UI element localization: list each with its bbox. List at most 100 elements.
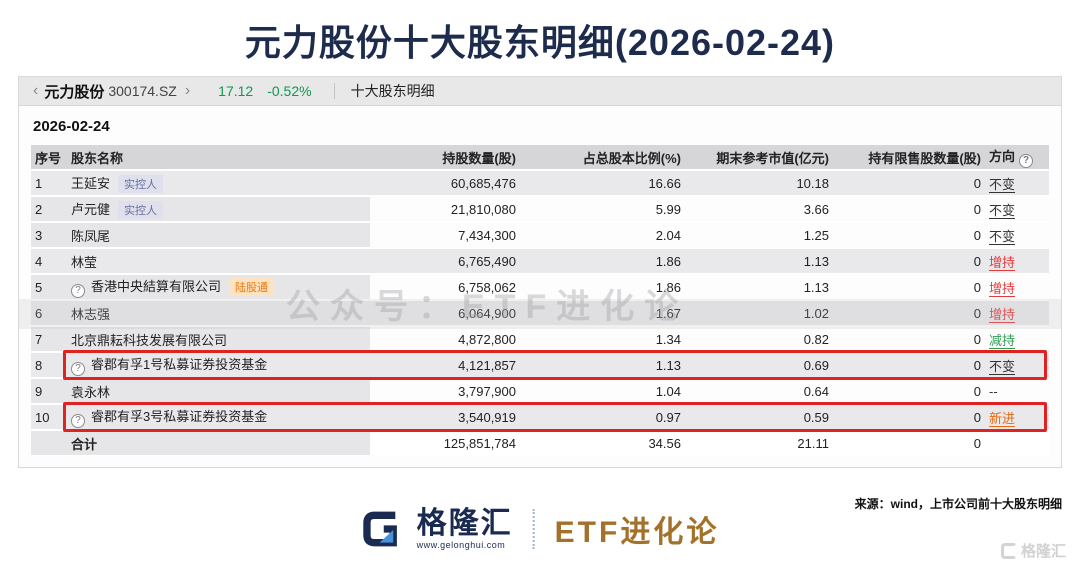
tab-top10-shareholders[interactable]: 十大股东明细 <box>350 83 435 99</box>
col-header-shares: 持股数量(股) <box>370 145 520 171</box>
market-value-cell: 10.18 <box>685 171 833 197</box>
shareholder-name-cell: 陈凤尾 <box>67 223 370 249</box>
col-header-pct: 占总股本比例(%) <box>520 145 685 171</box>
shares-cell: 6,758,062 <box>370 275 520 301</box>
shareholder-panel: ‹ 元力股份 300174.SZ › 17.12 -0.52% 十大股东明细 2… <box>18 76 1062 468</box>
shareholder-name: 北京鼎耘科技发展有限公司 <box>71 332 228 348</box>
shareholder-name: 林莹 <box>71 254 98 270</box>
shares-cell: 3,797,900 <box>370 379 520 405</box>
rank-cell: 3 <box>31 223 67 249</box>
shareholder-name-cell: 王延安 实控人 <box>67 171 370 197</box>
direction-link[interactable]: 不变 <box>989 202 1016 219</box>
col-header-shareholder-name: 股东名称 <box>67 145 370 171</box>
rank-cell: 8 <box>31 353 67 379</box>
market-value-cell: 1.25 <box>685 223 833 249</box>
page-title: 元力股份十大股东明细(2026-02-24) <box>244 22 836 63</box>
total-shares: 125,851,784 <box>370 431 520 457</box>
stock-change-percent: -0.52% <box>267 83 312 99</box>
direction-cell: 不变 <box>985 223 1049 249</box>
toolbar: ‹ 元力股份 300174.SZ › 17.12 -0.52% 十大股东明细 <box>19 77 1061 106</box>
market-value-cell: 1.13 <box>685 275 833 301</box>
direction-link[interactable]: 增持 <box>989 280 1016 297</box>
shareholder-table: 序号 股东名称 持股数量(股) 占总股本比例(%) 期末参考市值(亿元) 持有限… <box>31 145 1049 457</box>
shareholder-row: 9 袁永林 3,797,900 1.04 0.64 0 -- <box>31 379 1049 405</box>
source-note: 来源：wind，上市公司前十大股东明细 <box>854 497 1062 511</box>
market-value-cell: 0.59 <box>685 405 833 431</box>
direction-link[interactable]: -- <box>989 383 998 399</box>
pct-cell: 5.99 <box>520 197 685 223</box>
shareholder-row: 3 陈凤尾 7,434,300 2.04 1.25 0 不变 <box>31 223 1049 249</box>
stock-code: 300174.SZ <box>108 83 177 99</box>
footer-divider <box>532 509 535 549</box>
shares-cell: 60,685,476 <box>370 171 520 197</box>
shareholder-name: 卢元健 <box>71 202 111 217</box>
market-value-cell: 0.64 <box>685 379 833 405</box>
restricted-cell: 0 <box>833 197 985 223</box>
shareholder-name-cell: 北京鼎耘科技发展有限公司 <box>67 327 370 353</box>
chevron-left-icon[interactable]: ‹ <box>33 82 39 99</box>
shareholder-name: 王延安 <box>71 176 111 191</box>
shareholder-name-cell: ? 睿郡有孚3号私募证券投资基金 <box>67 405 370 431</box>
pct-cell: 2.04 <box>520 223 685 249</box>
shareholder-row: 5? 香港中央結算有限公司 陆股通 6,758,062 1.86 1.13 0 增持 <box>31 275 1049 301</box>
direction-link[interactable]: 不变 <box>989 176 1016 193</box>
shares-cell: 6,064,900 <box>370 301 520 327</box>
col-header-restricted-shares: 持有限售股数量(股) <box>833 145 985 171</box>
rank-cell: 5 <box>31 275 67 301</box>
question-circle-icon[interactable]: ? <box>71 362 85 376</box>
shares-cell: 3,540,919 <box>370 405 520 431</box>
question-circle-icon[interactable]: ? <box>71 284 85 298</box>
table-header-row: 序号 股东名称 持股数量(股) 占总股本比例(%) 期末参考市值(亿元) 持有限… <box>31 145 1049 171</box>
total-label: 合计 <box>67 431 370 457</box>
rank-cell: 10 <box>31 405 67 431</box>
market-value-cell: 0.69 <box>685 353 833 379</box>
pct-cell: 1.34 <box>520 327 685 353</box>
pct-cell: 0.97 <box>520 405 685 431</box>
shareholder-name-cell: 林志强 <box>67 301 370 327</box>
gelonghui-logo-icon <box>363 511 397 547</box>
restricted-cell: 0 <box>833 379 985 405</box>
direction-cell: 不变 <box>985 353 1049 379</box>
shareholder-name: 林志强 <box>71 306 111 322</box>
direction-cell: 新进 <box>985 405 1049 431</box>
direction-link[interactable]: 不变 <box>989 228 1016 245</box>
stock-price: 17.12 <box>218 83 254 99</box>
stock-name: 元力股份 <box>44 83 105 101</box>
etf-brand: ETF进化论 <box>554 516 720 549</box>
direction-link[interactable]: 减持 <box>989 332 1016 349</box>
shareholder-row: 2 卢元健 实控人 21,810,080 5.99 3.66 0 不变 <box>31 197 1049 223</box>
rank-cell: 7 <box>31 327 67 353</box>
direction-link[interactable]: 增持 <box>989 254 1016 271</box>
gelonghui-watermark-icon <box>1000 542 1017 559</box>
pct-cell: 1.04 <box>520 379 685 405</box>
report-date: 2026-02-24 <box>33 118 110 135</box>
direction-cell: 不变 <box>985 197 1049 223</box>
direction-cell: 减持 <box>985 327 1049 353</box>
shareholder-name: 陈凤尾 <box>71 228 111 244</box>
direction-cell: 不变 <box>985 171 1049 197</box>
shareholder-row: 1 王延安 实控人 60,685,476 16.66 10.18 0 不变 <box>31 171 1049 197</box>
direction-link[interactable]: 增持 <box>989 306 1016 323</box>
question-circle-icon[interactable]: ? <box>71 414 85 428</box>
shareholder-row: 6 林志强 6,064,900 1.67 1.02 0 增持 <box>31 301 1049 327</box>
badge-orange: 陆股通 <box>229 278 275 296</box>
question-circle-icon[interactable]: ? <box>1019 154 1034 168</box>
pct-cell: 1.86 <box>520 275 685 301</box>
gelonghui-url: www.gelonghui.com <box>416 539 506 550</box>
rank-cell: 4 <box>31 249 67 275</box>
direction-cell: -- <box>985 379 1049 405</box>
direction-link[interactable]: 不变 <box>989 358 1016 375</box>
pct-cell: 1.67 <box>520 301 685 327</box>
total-row: 合计 125,851,784 34.56 21.11 0 <box>31 431 1049 457</box>
shares-cell: 4,121,857 <box>370 353 520 379</box>
shareholder-name: 袁永林 <box>71 384 111 400</box>
total-market-value: 21.11 <box>685 431 833 457</box>
gelonghui-name: 格隆汇 <box>416 506 513 540</box>
market-value-cell: 0.82 <box>685 327 833 353</box>
direction-cell: 增持 <box>985 301 1049 327</box>
shareholder-table-body: 1 王延安 实控人 60,685,476 16.66 10.18 0 不变 2 卢元健 实控人 21,… <box>31 171 1049 457</box>
direction-link[interactable]: 新进 <box>989 410 1016 427</box>
chevron-right-icon[interactable]: › <box>184 82 191 99</box>
restricted-cell: 0 <box>833 171 985 197</box>
direction-cell: 增持 <box>985 249 1049 275</box>
